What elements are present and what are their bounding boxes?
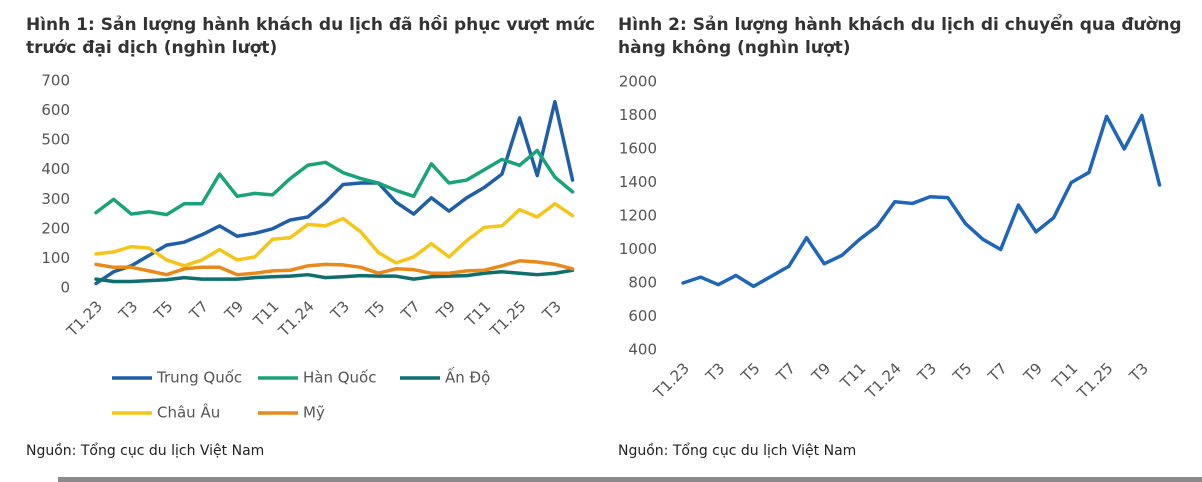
x-tick-label: T1.23 [649,359,693,403]
x-tick-label: T3 [1125,359,1152,386]
x-tick-label: T5 [949,359,976,386]
x-tick-label: T7 [984,359,1011,386]
y-tick-label: 600 [628,307,657,325]
x-tick-label: T1.24 [861,359,905,403]
x-tick-label: T5 [362,297,389,324]
line [94,99,575,286]
legend-label: Trung Quốc [156,369,242,387]
x-tick-label: T1.25 [486,297,530,341]
chart-title: Hình 2: Sản lượng hành khách du lịch di … [618,15,1182,58]
line [94,201,575,268]
line [94,148,575,217]
x-tick-label: T9 [432,297,459,324]
x-tick-label: T3 [115,297,142,324]
x-tick-label: T7 [185,297,212,324]
chart-title: Hình 1: Sản lượng hành khách du lịch đã … [26,15,596,58]
x-tick-label: T1.25 [1073,359,1117,403]
y-tick-label: 2000 [619,73,657,91]
line [94,259,575,277]
x-tick-label: T9 [221,297,248,324]
divider [58,477,1202,482]
y-tick-label: 600 [41,101,70,119]
line [94,268,575,284]
x-tick-label: T9 [1019,359,1046,386]
x-tick-label: T5 [737,359,764,386]
x-tick-label: T1.24 [274,297,318,341]
y-tick-label: 400 [628,341,657,359]
y-tick-label: 1800 [619,106,657,124]
y-tick-label: 1200 [619,207,657,225]
y-tick-label: 800 [628,274,657,292]
y-tick-label: 100 [41,249,70,267]
legend-label: Ấn Độ [445,366,490,387]
y-tick-label: 1400 [619,173,657,191]
x-tick-label: T9 [808,359,835,386]
y-tick-label: 500 [41,131,70,149]
y-tick-label: 700 [41,72,70,90]
x-tick-label: T7 [772,359,799,386]
y-tick-label: 300 [41,190,70,208]
x-tick-label: T3 [326,297,353,324]
legend-label: Châu Âu [157,403,220,422]
y-tick-label: 200 [41,219,70,237]
legend-label: Hàn Quốc [303,369,376,387]
x-tick-label: T7 [397,297,424,324]
x-tick-label: T3 [702,359,729,386]
legend-label: Mỹ [303,404,325,422]
x-tick-label: T3 [913,359,940,386]
x-tick-label: T3 [538,297,565,324]
source: Nguồn: Tổng cục du lịch Việt Nam [26,443,265,459]
y-tick-label: 1000 [619,240,657,258]
y-tick-label: 1600 [619,140,657,158]
source: Nguồn: Tổng cục du lịch Việt Nam [618,443,857,459]
y-tick-label: 0 [60,279,70,297]
line [681,113,1162,289]
x-tick-label: T5 [150,297,177,324]
y-tick-label: 400 [41,160,70,178]
x-tick-label: T1.23 [62,297,106,341]
